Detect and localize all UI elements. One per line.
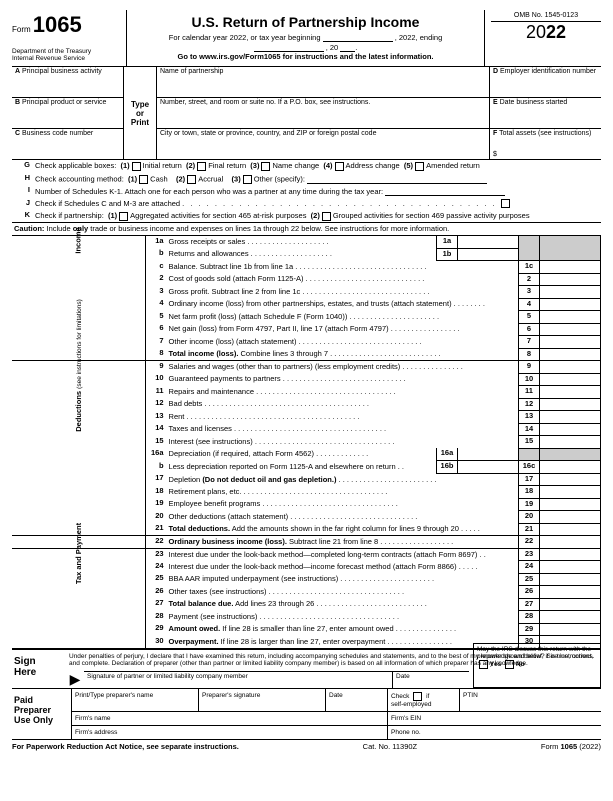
amt-15[interactable]: [540, 436, 601, 449]
cat-no: Cat. No. 11390Z: [363, 742, 417, 751]
cal-line: For calendar year 2022, or tax year begi…: [133, 32, 478, 52]
firm-name[interactable]: Firm's name: [72, 712, 388, 726]
form-1065: Form 1065 Department of the Treasury Int…: [0, 0, 613, 761]
amt-9[interactable]: [540, 361, 601, 374]
header-left: Form 1065 Department of the Treasury Int…: [12, 10, 127, 66]
addrchg-cb[interactable]: [335, 162, 344, 171]
paid-preparer: PaidPreparerUse Only Print/Type preparer…: [12, 689, 601, 740]
yes-cb[interactable]: [479, 660, 488, 669]
final-cb[interactable]: [197, 162, 206, 171]
checkbox-lines: GCheck applicable boxes: (1)Initial retu…: [12, 160, 601, 236]
amt-3[interactable]: [540, 286, 601, 299]
sign-here: SignHere Under penalties of perjury, I d…: [12, 649, 601, 690]
dept: Department of the Treasury Internal Reve…: [12, 48, 122, 62]
amt-2[interactable]: [540, 273, 601, 286]
amt-24[interactable]: [540, 561, 601, 574]
city-line[interactable]: City or town, state or province, country…: [157, 129, 490, 160]
amt-1a[interactable]: [458, 236, 519, 249]
cash-cb[interactable]: [139, 175, 148, 184]
amt-26[interactable]: [540, 586, 601, 599]
amt-21[interactable]: [540, 523, 601, 536]
form-label: Form: [12, 25, 31, 34]
end-yr-input[interactable]: [340, 42, 355, 52]
header: Form 1065 Department of the Treasury Int…: [12, 10, 601, 67]
amended-cb[interactable]: [415, 162, 424, 171]
amt-13[interactable]: [540, 411, 601, 424]
namechg-cb[interactable]: [261, 162, 270, 171]
amt-14[interactable]: [540, 423, 601, 436]
amt-17[interactable]: [540, 473, 601, 486]
amt-16a[interactable]: [458, 448, 519, 461]
name-line[interactable]: Name of partnership: [157, 67, 490, 98]
irs-discuss: May the IRS discuss this return with the…: [473, 643, 601, 688]
amt-19[interactable]: [540, 498, 601, 511]
amt-12[interactable]: [540, 398, 601, 411]
amt-1c[interactable]: [540, 261, 601, 274]
agg-cb[interactable]: [119, 212, 128, 221]
amt-7[interactable]: [540, 336, 601, 349]
self-cb[interactable]: [413, 692, 422, 701]
end-input[interactable]: [254, 42, 324, 52]
amt-10[interactable]: [540, 373, 601, 386]
prep-sig[interactable]: Preparer's signature: [199, 689, 326, 712]
goto: Go to www.irs.gov/Form1065 for instructi…: [133, 52, 478, 61]
prep-date[interactable]: Date: [326, 689, 388, 712]
amt-11[interactable]: [540, 386, 601, 399]
amt-5[interactable]: [540, 311, 601, 324]
sig-date[interactable]: Date: [392, 671, 469, 688]
amt-16c[interactable]: [540, 461, 601, 474]
paperwork: For Paperwork Reduction Act Notice, see …: [12, 742, 239, 751]
amt-27[interactable]: [540, 598, 601, 611]
amt-29[interactable]: [540, 623, 601, 636]
entity-info: A Principal business activity Type or Pr…: [12, 67, 601, 160]
amt-4[interactable]: [540, 298, 601, 311]
sign-here-label: SignHere: [12, 650, 66, 689]
omb: OMB No. 1545-0123: [491, 12, 601, 22]
amt-22[interactable]: [540, 536, 601, 549]
accrual-cb[interactable]: [187, 175, 196, 184]
amt-25[interactable]: [540, 573, 601, 586]
paid-prep-label: PaidPreparerUse Only: [12, 689, 72, 739]
amt-23[interactable]: [540, 548, 601, 561]
form-ref: Form 1065 (2022): [541, 742, 601, 751]
other-cb[interactable]: [243, 175, 252, 184]
amt-1b[interactable]: [458, 248, 519, 261]
amt-18[interactable]: [540, 486, 601, 499]
initial-cb[interactable]: [132, 162, 141, 171]
prep-name[interactable]: Print/Type preparer's name: [72, 689, 199, 712]
amt-28[interactable]: [540, 611, 601, 624]
firm-addr[interactable]: Firm's address: [72, 726, 388, 740]
no-cb[interactable]: [505, 660, 514, 669]
amt-6[interactable]: [540, 323, 601, 336]
footer: For Paperwork Reduction Act Notice, see …: [12, 740, 601, 751]
street-line[interactable]: Number, street, and room or suite no. If…: [157, 98, 490, 129]
header-center: U.S. Return of Partnership Income For ca…: [127, 10, 484, 66]
header-right: OMB No. 1545-0123 2022: [484, 10, 601, 66]
firm-ein[interactable]: Firm's EIN: [388, 712, 602, 726]
ptin[interactable]: PTIN: [460, 689, 602, 712]
self-emp: Check ifself-employed: [388, 689, 460, 712]
amt-20[interactable]: [540, 511, 601, 524]
firm-phone[interactable]: Phone no.: [388, 726, 602, 740]
sig-line[interactable]: Signature of partner or limited liabilit…: [84, 671, 392, 688]
form-title: U.S. Return of Partnership Income: [133, 14, 478, 30]
amt-16b[interactable]: [458, 461, 519, 474]
amt-8[interactable]: [540, 348, 601, 361]
cm3-cb[interactable]: [501, 199, 510, 208]
main-lines: Income 1aGross receipts or sales . . . .…: [12, 236, 601, 649]
type-or-print: Type or Print: [124, 67, 157, 160]
grp-cb[interactable]: [322, 212, 331, 221]
form-number: 1065: [33, 12, 82, 37]
begin-input[interactable]: [323, 32, 393, 42]
year: 2022: [491, 22, 601, 43]
